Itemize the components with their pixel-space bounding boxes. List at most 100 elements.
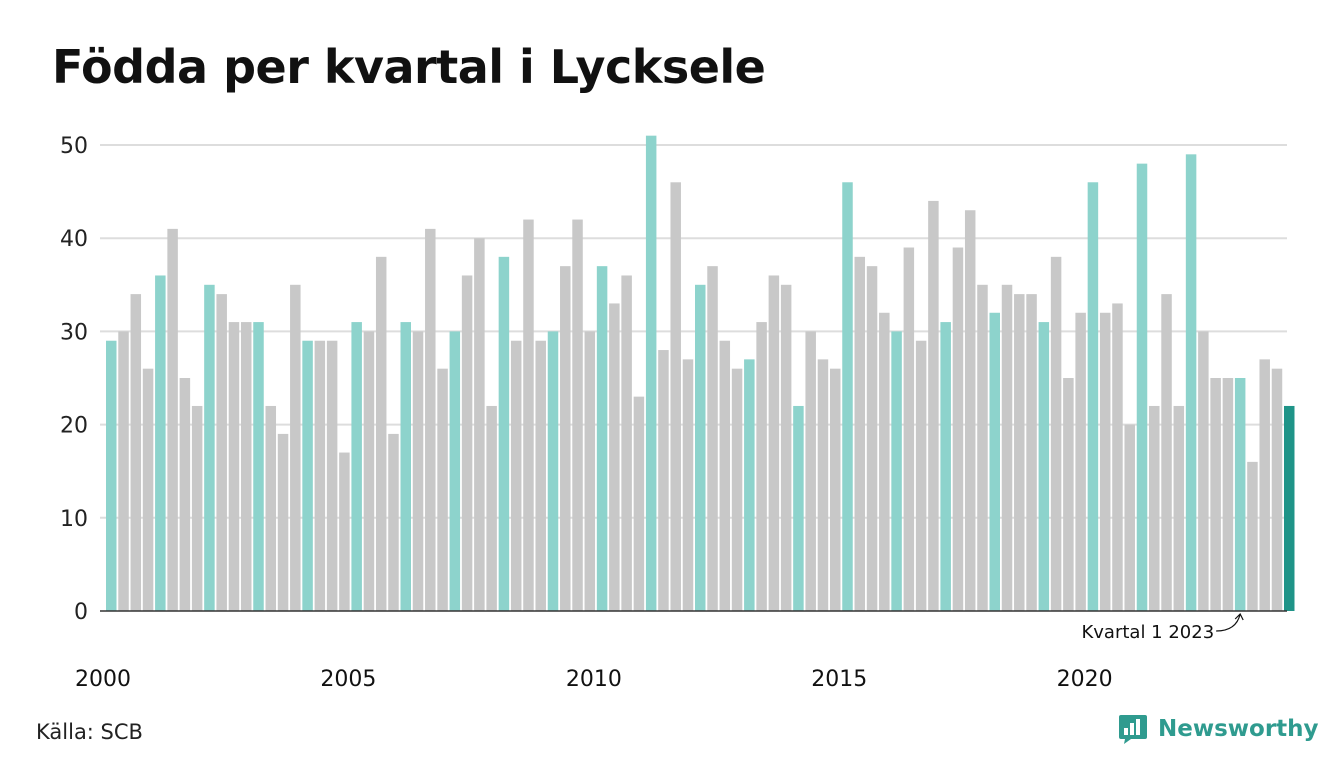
bar — [695, 284, 706, 611]
bar — [167, 228, 178, 611]
y-axis-tick-labels: 0 10 20 30 40 50 — [60, 134, 88, 625]
source-note: Källa: SCB — [36, 720, 143, 744]
bar — [326, 340, 338, 611]
y-tick-label: 20 — [60, 414, 88, 439]
bar — [130, 294, 142, 611]
bar — [1087, 182, 1099, 611]
bar — [265, 405, 277, 611]
bar — [1099, 312, 1111, 611]
bars — [106, 135, 1295, 612]
bar — [854, 256, 866, 611]
bar — [474, 238, 485, 611]
bar — [1284, 405, 1295, 611]
bar — [1124, 424, 1135, 611]
bar — [277, 433, 289, 611]
bar — [1222, 378, 1234, 611]
bar — [964, 210, 976, 612]
annotation-group: Kvartal 1 2023 — [1081, 612, 1244, 643]
bar — [363, 331, 375, 611]
bar — [891, 331, 902, 611]
bar — [118, 331, 129, 611]
bar — [1185, 154, 1197, 611]
bar — [1234, 378, 1246, 611]
bar — [1161, 294, 1172, 611]
bar — [461, 275, 473, 611]
newsworthy-logo-icon — [1119, 715, 1147, 744]
bar — [731, 368, 743, 611]
bar — [1038, 322, 1050, 611]
bar — [682, 359, 694, 611]
bar — [400, 322, 411, 611]
bar — [1136, 163, 1148, 611]
bar — [1173, 405, 1185, 611]
annotation-arrow — [1216, 612, 1244, 632]
bar — [1050, 256, 1062, 611]
bar — [768, 275, 780, 611]
bar — [204, 284, 215, 611]
bar — [989, 312, 1000, 611]
bar — [1259, 359, 1270, 611]
brand-logo[interactable]: Newsworthy — [1118, 713, 1319, 745]
bar — [1271, 368, 1283, 611]
bar — [437, 368, 448, 611]
bar — [216, 294, 227, 611]
x-tick-label: 2015 — [811, 667, 867, 692]
bar — [228, 322, 240, 611]
bar — [412, 331, 424, 611]
bar — [940, 322, 951, 611]
bar — [240, 322, 252, 611]
bar — [106, 340, 117, 611]
bar — [486, 405, 497, 611]
y-tick-label: 30 — [60, 320, 88, 345]
y-tick-label: 50 — [60, 134, 88, 159]
bar — [1149, 405, 1160, 611]
annotation-label: Kvartal 1 2023 — [1081, 622, 1214, 643]
bar — [658, 350, 669, 611]
bar — [879, 312, 890, 611]
bar — [793, 405, 804, 611]
bar — [253, 322, 264, 611]
bar — [155, 275, 166, 611]
bar — [817, 359, 829, 611]
bar — [339, 452, 350, 611]
bar — [388, 433, 399, 611]
bar — [142, 368, 154, 611]
bar — [805, 331, 816, 611]
bar — [191, 405, 203, 611]
bar — [977, 284, 988, 611]
bar — [425, 228, 436, 611]
bar — [302, 340, 313, 611]
bar — [621, 275, 632, 611]
bar — [633, 396, 645, 611]
bar — [1247, 461, 1258, 611]
bar — [645, 135, 657, 611]
x-tick-label: 2010 — [566, 667, 622, 692]
bar — [842, 182, 853, 611]
x-tick-label: 2020 — [1057, 667, 1113, 692]
bar — [670, 182, 681, 611]
bar — [596, 266, 608, 611]
bar — [866, 266, 878, 611]
y-tick-label: 0 — [74, 600, 88, 625]
bar — [903, 247, 915, 611]
x-tick-label: 2005 — [320, 667, 376, 692]
bar — [1026, 294, 1037, 611]
bar — [375, 256, 387, 611]
bar — [314, 340, 326, 611]
bar — [756, 322, 767, 611]
bar — [179, 378, 191, 611]
bar — [1014, 294, 1025, 611]
bar — [560, 266, 571, 611]
bar — [535, 340, 546, 611]
bar — [952, 247, 964, 611]
bar — [1112, 303, 1123, 611]
bar — [1210, 378, 1221, 611]
brand-name: Newsworthy — [1158, 716, 1319, 742]
bar — [609, 303, 620, 611]
bar — [572, 219, 583, 611]
bar — [780, 284, 792, 611]
bar — [547, 331, 559, 611]
bar — [351, 322, 362, 611]
y-tick-label: 40 — [60, 227, 88, 252]
